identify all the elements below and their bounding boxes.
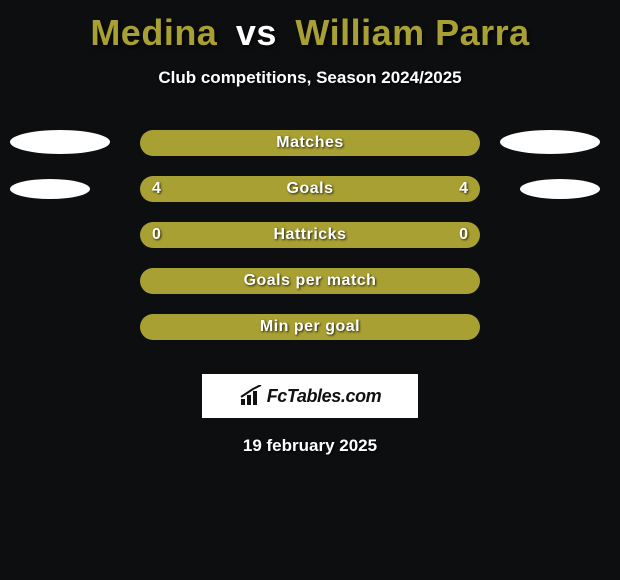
stat-label: Hattricks bbox=[274, 226, 347, 244]
subtitle: Club competitions, Season 2024/2025 bbox=[0, 68, 620, 88]
stat-value-right: 0 bbox=[459, 226, 468, 244]
stat-value-right: 4 bbox=[459, 180, 468, 198]
title-player2: William Parra bbox=[295, 12, 529, 53]
stat-row: Matches bbox=[0, 130, 620, 176]
stat-label: Min per goal bbox=[260, 318, 360, 336]
date-text: 19 february 2025 bbox=[0, 436, 620, 456]
logo-text: FcTables.com bbox=[267, 386, 382, 407]
title-player1: Medina bbox=[90, 12, 217, 53]
stat-label: Goals bbox=[287, 180, 334, 198]
right-ellipse bbox=[500, 130, 600, 154]
stat-row: Min per goal bbox=[0, 314, 620, 360]
bar-chart-icon bbox=[239, 385, 263, 407]
stat-bar: Hattricks bbox=[140, 222, 480, 248]
right-ellipse bbox=[520, 179, 600, 199]
left-ellipse bbox=[10, 130, 110, 154]
fctables-logo: FcTables.com bbox=[202, 374, 418, 418]
stat-bar: Min per goal bbox=[140, 314, 480, 340]
stat-row: Goals per match bbox=[0, 268, 620, 314]
stat-bar: Goals per match bbox=[140, 268, 480, 294]
stat-value-left: 0 bbox=[152, 226, 161, 244]
left-ellipse bbox=[10, 179, 90, 199]
stat-label: Matches bbox=[276, 134, 344, 152]
stat-row: Goals 4 4 bbox=[0, 176, 620, 222]
stat-row: Hattricks 0 0 bbox=[0, 222, 620, 268]
stat-bar: Goals bbox=[140, 176, 480, 202]
stat-bar: Matches bbox=[140, 130, 480, 156]
comparison-title: Medina vs William Parra bbox=[0, 0, 620, 54]
stat-value-left: 4 bbox=[152, 180, 161, 198]
stat-label: Goals per match bbox=[244, 272, 377, 290]
title-vs: vs bbox=[236, 12, 277, 53]
stat-rows: Matches Goals 4 4 Hattricks 0 0 Goals per match… bbox=[0, 130, 620, 360]
